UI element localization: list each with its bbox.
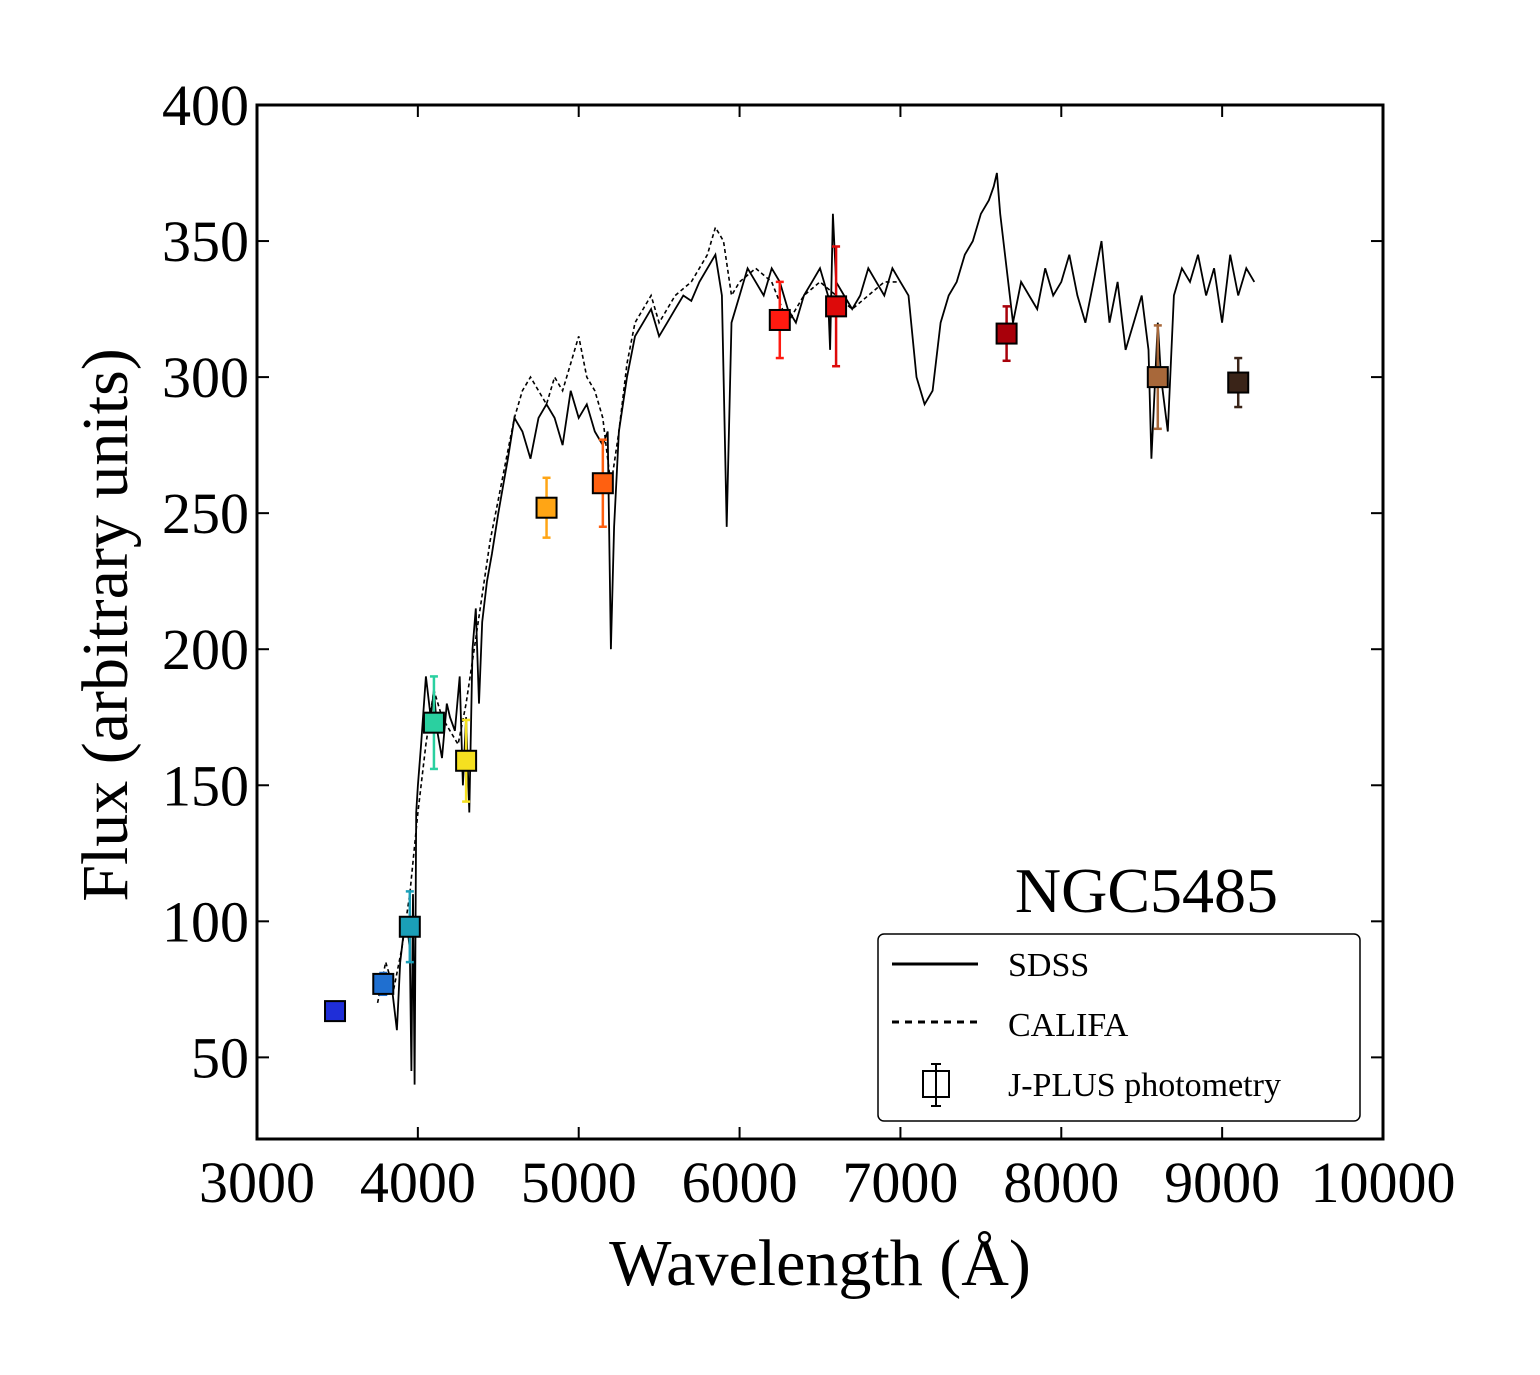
photometry-point <box>768 280 791 360</box>
legend: SDSS CALIFA J-PLUS photometry <box>877 933 1361 1122</box>
galaxy-name-annotation: NGC5485 <box>1015 855 1278 926</box>
x-tick-label: 10000 <box>1311 1150 1456 1215</box>
y-tick-label: 150 <box>162 753 249 818</box>
photometry-point <box>535 476 558 539</box>
photometry-point <box>995 305 1018 363</box>
legend-califa-label: CALIFA <box>1008 1007 1129 1044</box>
y-tick-label: 100 <box>162 889 249 954</box>
y-tick-label: 200 <box>162 617 249 682</box>
legend-photometry-swatch <box>922 1063 950 1107</box>
x-tick-label: 3000 <box>199 1150 315 1215</box>
photometry-point <box>324 1000 347 1023</box>
photometry-point <box>372 971 395 997</box>
photometry-point <box>398 890 421 964</box>
x-tick-label: 5000 <box>521 1150 637 1215</box>
legend-box <box>877 933 1361 1122</box>
photometry-point <box>455 718 478 803</box>
photometry-point <box>825 245 848 368</box>
plot-frame <box>255 103 1385 1141</box>
x-tick-label: 8000 <box>1003 1150 1119 1215</box>
y-tick-label: 350 <box>162 209 249 274</box>
photometry-layer <box>324 245 1250 1023</box>
y-tick-label: 300 <box>162 345 249 410</box>
x-tick-label: 7000 <box>842 1150 958 1215</box>
photometry-point <box>422 675 445 771</box>
x-tick-label: 9000 <box>1164 1150 1280 1215</box>
photometry-point <box>591 438 614 529</box>
photometry-point <box>1146 324 1169 431</box>
x-tick-label: 6000 <box>682 1150 798 1215</box>
plot-area: 3000 4000 5000 6000 7000 8000 9000 10000 50 100 15… <box>162 73 1456 1215</box>
y-tick-label: 400 <box>162 73 249 138</box>
legend-photometry-label: J-PLUS photometry <box>1008 1067 1281 1104</box>
y-tick-label: 250 <box>162 481 249 546</box>
x-tick-label: 4000 <box>360 1150 476 1215</box>
x-axis-label: Wavelength (Å) <box>609 1227 1031 1300</box>
photometry-point <box>1227 356 1250 409</box>
y-axis-label: Flux (arbitrary units) <box>69 348 142 902</box>
ticks-layer: 3000 4000 5000 6000 7000 8000 9000 10000 50 100 15… <box>162 73 1456 1215</box>
y-tick-label: 50 <box>191 1025 249 1090</box>
legend-sdss-label: SDSS <box>1008 947 1089 984</box>
series-line-califa <box>376 225 901 1004</box>
